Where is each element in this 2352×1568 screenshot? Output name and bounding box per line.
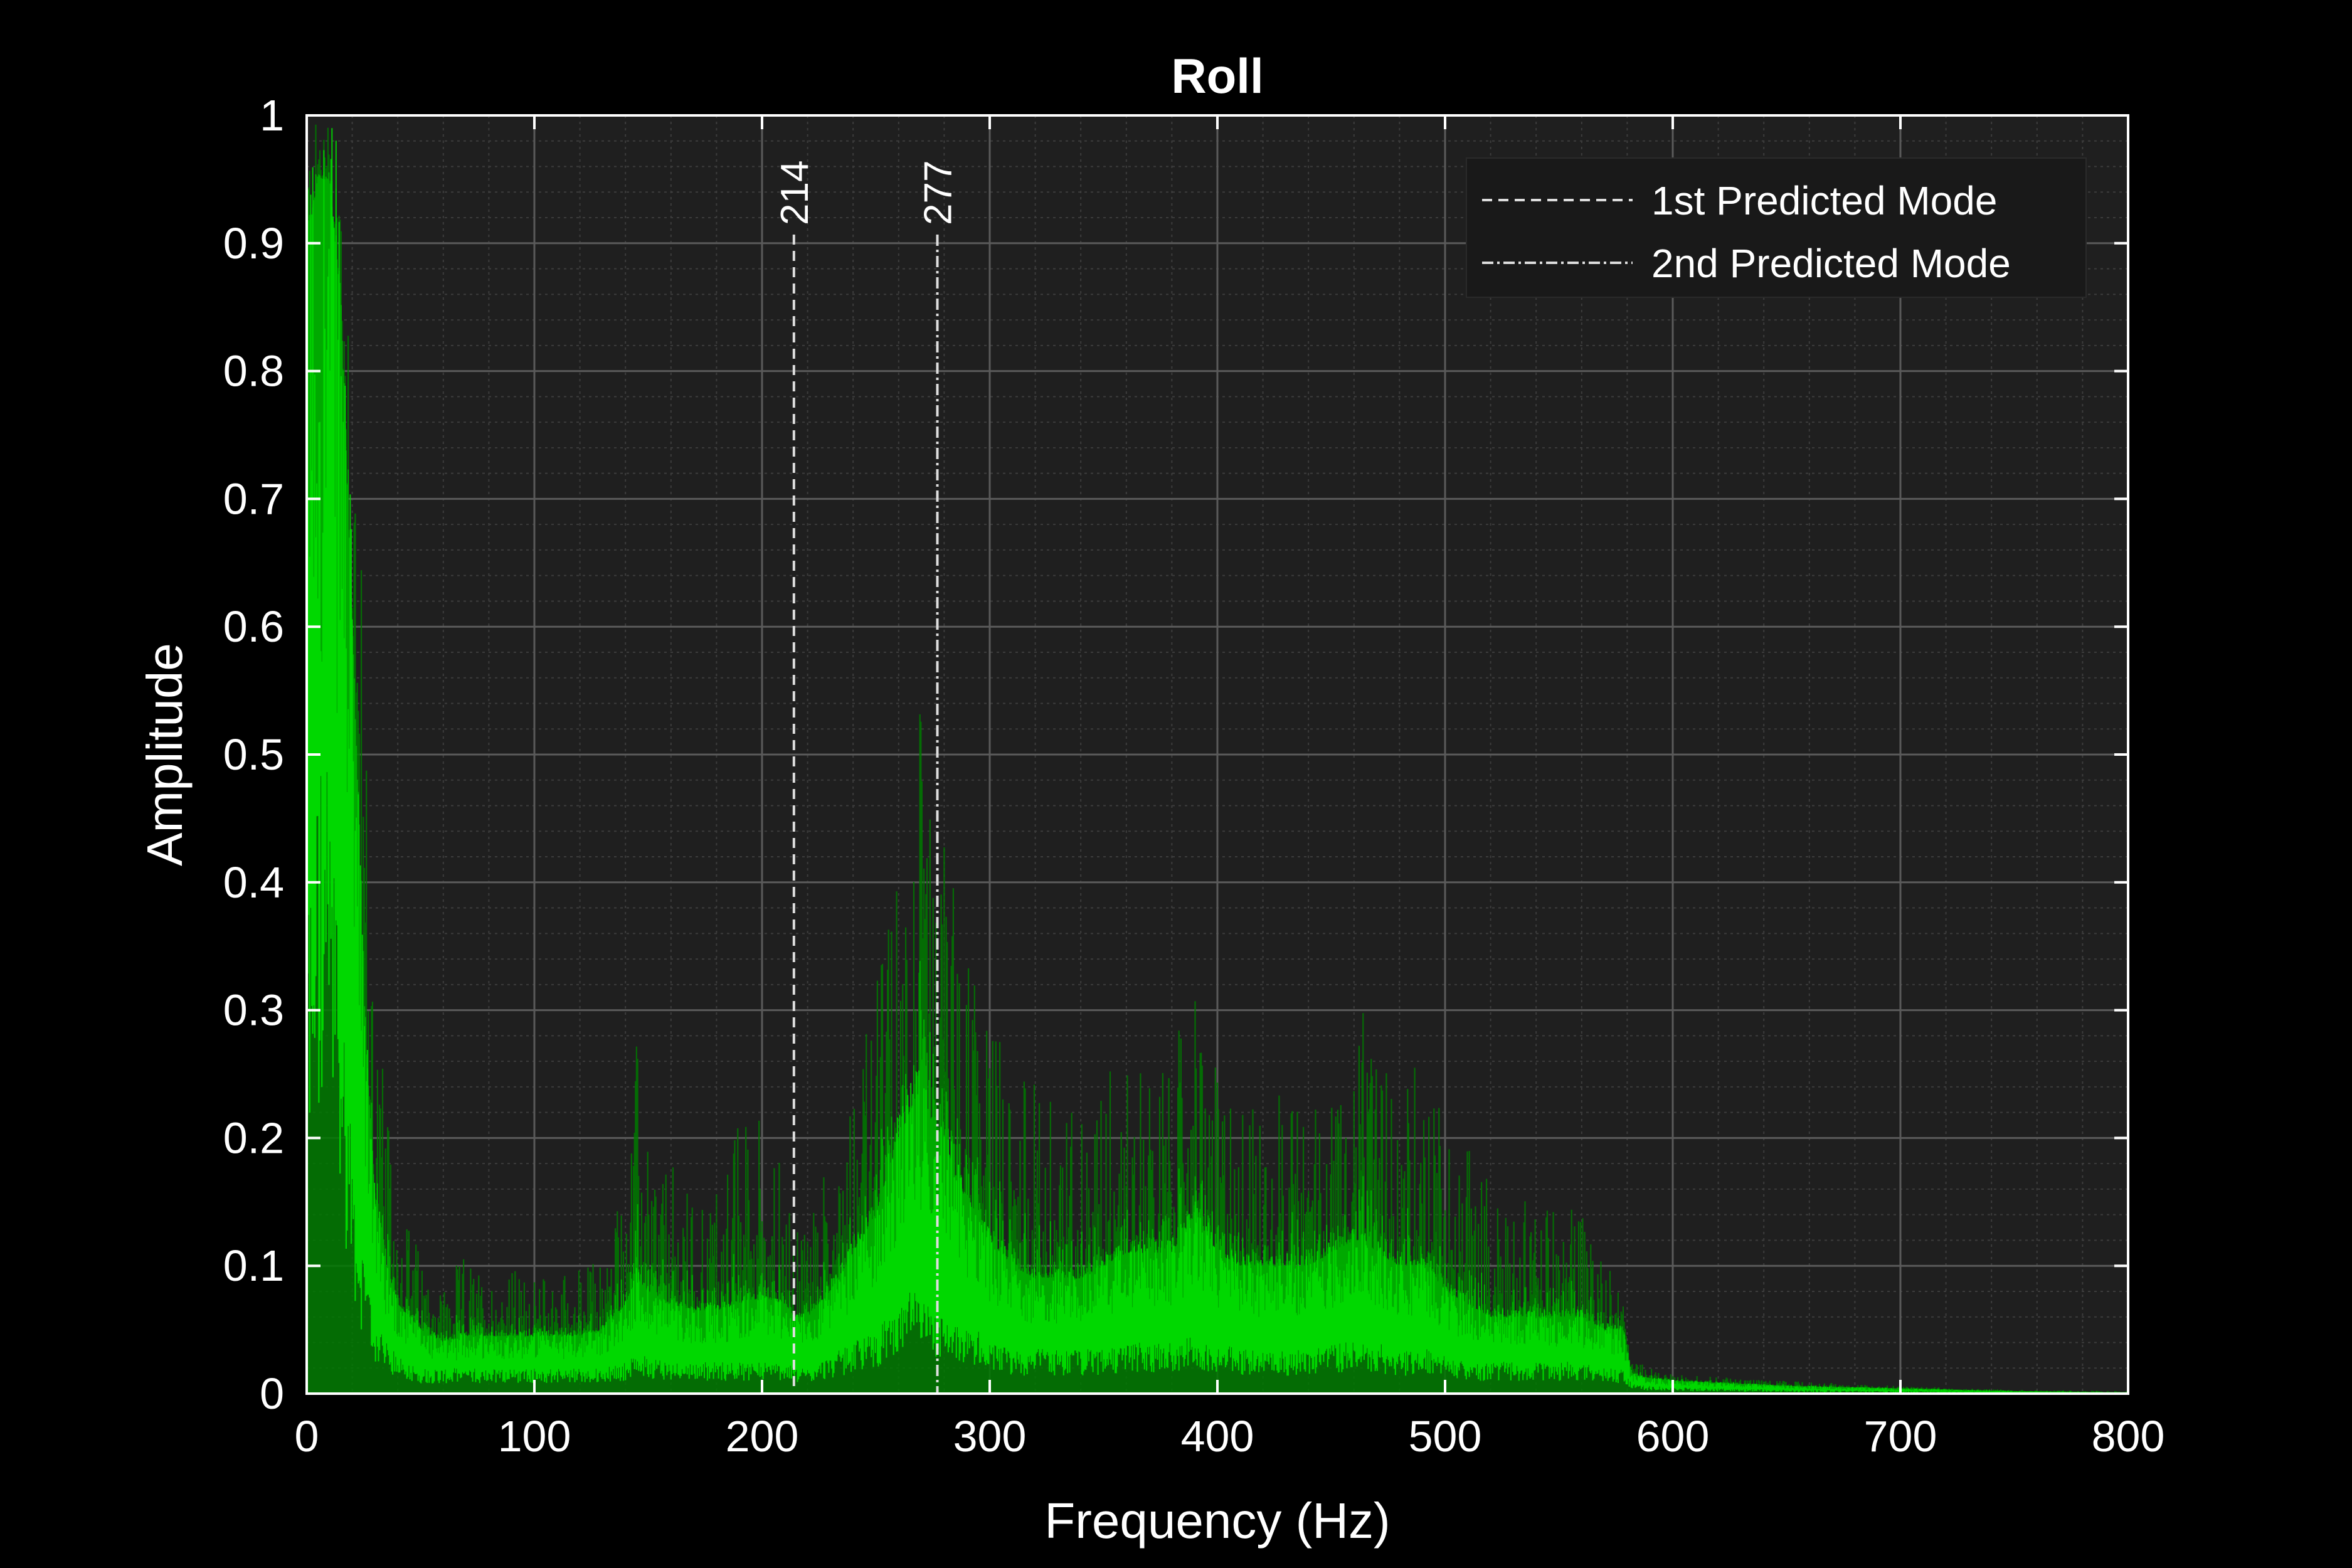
predicted-mode-label-1: 214	[773, 161, 817, 225]
y-tick-label: 0.1	[223, 1241, 284, 1290]
x-tick-label: 800	[2092, 1412, 2165, 1461]
y-tick-label: 0	[260, 1369, 284, 1418]
y-tick-label: 0.3	[223, 986, 284, 1035]
chart-title: Roll	[1171, 48, 1263, 103]
legend-entry-1st-predicted-mode: 1st Predicted Mode	[1651, 178, 1997, 223]
y-axis-title: Amplitude	[137, 643, 193, 866]
y-tick-label: 0.7	[223, 474, 284, 523]
predicted-mode-label-2: 277	[917, 161, 960, 225]
x-tick-label: 700	[1864, 1412, 1937, 1461]
x-axis-title: Frequency (Hz)	[1044, 1493, 1390, 1549]
x-tick-labels: 0 100 200 300 400 500 600 700 800	[295, 1412, 2165, 1461]
x-tick-label: 400	[1181, 1412, 1254, 1461]
y-tick-label: 0.4	[223, 858, 284, 907]
legend: 1st Predicted Mode 2nd Predicted Mode	[1466, 157, 2087, 298]
y-tick-labels: 0 0.1 0.2 0.3 0.4 0.5 0.6 0.7 0.8 0.9 1	[223, 91, 284, 1418]
y-tick-label: 0.9	[223, 219, 284, 268]
tick-marks	[305, 114, 2129, 1395]
predicted-mode-lines: 214 277	[773, 161, 960, 1394]
x-tick-label: 300	[953, 1412, 1027, 1461]
y-tick-label: 0.2	[223, 1113, 284, 1162]
y-tick-label: 0.5	[223, 730, 284, 779]
x-tick-label: 200	[726, 1412, 799, 1461]
legend-box	[1466, 157, 2087, 298]
y-tick-label: 0.6	[223, 602, 284, 651]
y-tick-label: 0.8	[223, 347, 284, 396]
x-tick-label: 0	[295, 1412, 319, 1461]
y-tick-label: 1	[260, 91, 284, 140]
legend-entry-2nd-predicted-mode: 2nd Predicted Mode	[1651, 241, 2011, 286]
x-tick-label: 500	[1409, 1412, 1482, 1461]
x-tick-label: 600	[1636, 1412, 1710, 1461]
x-tick-label: 100	[498, 1412, 571, 1461]
